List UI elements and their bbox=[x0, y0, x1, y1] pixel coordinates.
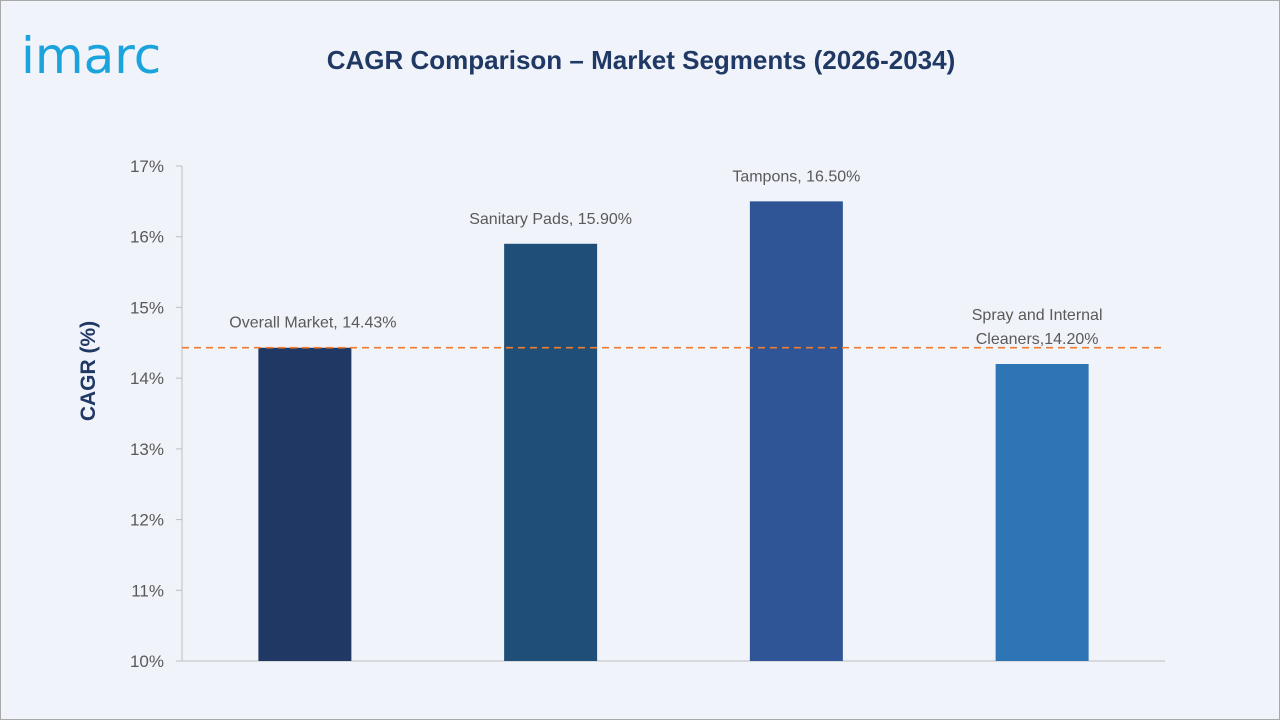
chart-data-labels: Overall Market, 14.43% Sanitary Pads, 15.… bbox=[229, 168, 1102, 348]
data-label: Spray and Internal bbox=[972, 307, 1103, 324]
bar bbox=[258, 347, 352, 661]
y-tick-label: 10% bbox=[130, 652, 164, 671]
chart-title: CAGR Comparison – Market Segments (2026-… bbox=[326, 45, 956, 75]
y-tick-label: 11% bbox=[131, 581, 164, 600]
y-tick-label: 17% bbox=[130, 157, 164, 176]
imarc-logo: imarc bbox=[21, 27, 162, 85]
chart-axes: 10% 11% 12% 13% 14% 15% 16% 17% bbox=[130, 157, 1165, 671]
data-label: Tampons, 16.50% bbox=[732, 168, 860, 185]
y-tick-label: 13% bbox=[130, 440, 164, 459]
data-label: Overall Market, 14.43% bbox=[229, 315, 396, 332]
data-label: Cleaners,14.20% bbox=[976, 331, 1099, 348]
y-tick-label: 12% bbox=[130, 511, 164, 530]
y-tick-label: 16% bbox=[130, 228, 164, 247]
chart-bars bbox=[258, 201, 1089, 662]
y-tick-label: 14% bbox=[130, 369, 164, 388]
bar bbox=[504, 243, 598, 662]
data-label: Sanitary Pads, 15.90% bbox=[469, 211, 632, 228]
y-tick-label: 15% bbox=[130, 298, 164, 317]
bar bbox=[749, 201, 843, 661]
bar bbox=[995, 364, 1089, 661]
